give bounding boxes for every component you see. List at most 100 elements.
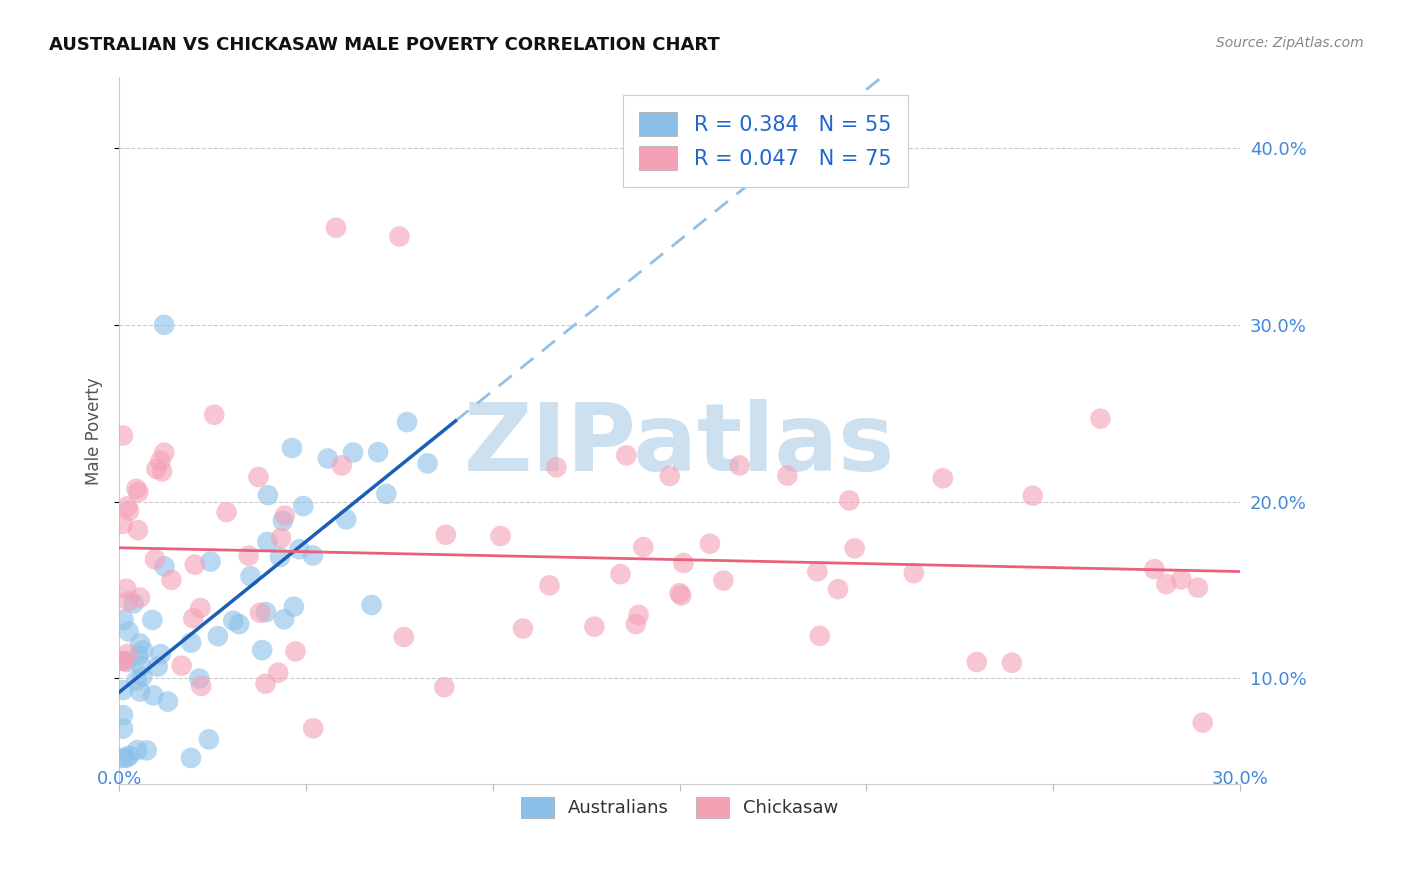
Point [170, 658, 193, 673]
Point [131, 670, 153, 684]
Point [1090, 411, 1112, 425]
Point [1143, 562, 1166, 576]
Point [111, 751, 134, 765]
Point [188, 672, 211, 686]
Point [250, 643, 273, 657]
Point [118, 504, 141, 518]
Point [115, 751, 138, 765]
Point [111, 428, 134, 442]
Point [146, 659, 169, 673]
Point [125, 673, 148, 688]
Point [254, 676, 277, 690]
Y-axis label: Male Poverty: Male Poverty [86, 377, 103, 484]
Point [180, 751, 202, 765]
Point [627, 607, 650, 622]
Point [215, 505, 238, 519]
Point [633, 540, 655, 554]
Point [1022, 489, 1045, 503]
Point [270, 531, 292, 545]
Point [538, 578, 561, 592]
Point [330, 458, 353, 473]
Point [360, 598, 382, 612]
Point [658, 469, 681, 483]
Point [302, 721, 325, 735]
Point [118, 748, 141, 763]
Point [184, 558, 207, 572]
Point [806, 565, 828, 579]
Point [367, 445, 389, 459]
Point [129, 591, 152, 605]
Point [699, 537, 721, 551]
Point [1187, 581, 1209, 595]
Point [267, 665, 290, 680]
Point [1191, 715, 1213, 730]
Point [207, 629, 229, 643]
Point [392, 630, 415, 644]
Legend: Australians, Chickasaw: Australians, Chickasaw [513, 789, 845, 825]
Point [668, 586, 690, 600]
Point [160, 573, 183, 587]
Point [1156, 577, 1178, 591]
Point [222, 614, 245, 628]
Point [808, 629, 831, 643]
Point [672, 556, 695, 570]
Point [256, 534, 278, 549]
Point [180, 635, 202, 649]
Point [1170, 573, 1192, 587]
Point [127, 523, 149, 537]
Point [122, 596, 145, 610]
Point [239, 569, 262, 583]
Point [269, 549, 291, 564]
Point [302, 549, 325, 563]
Point [271, 514, 294, 528]
Point [257, 488, 280, 502]
Text: Source: ZipAtlas.com: Source: ZipAtlas.com [1216, 36, 1364, 50]
Point [111, 654, 134, 668]
Point [198, 732, 221, 747]
Point [112, 613, 135, 627]
Point [416, 456, 439, 470]
Point [117, 647, 139, 661]
Point [149, 647, 172, 661]
Point [115, 655, 138, 669]
Point [153, 446, 176, 460]
Point [966, 655, 988, 669]
Point [335, 512, 357, 526]
Point [202, 408, 225, 422]
Point [583, 619, 606, 633]
Point [281, 441, 304, 455]
Point [614, 448, 637, 462]
Point [388, 229, 411, 244]
Point [117, 624, 139, 639]
Point [711, 574, 734, 588]
Point [127, 648, 149, 663]
Point [111, 654, 134, 668]
Point [512, 622, 534, 636]
Point [844, 541, 866, 556]
Point [228, 617, 250, 632]
Point [127, 485, 149, 500]
Point [375, 487, 398, 501]
Point [111, 708, 134, 723]
Point [153, 559, 176, 574]
Point [292, 499, 315, 513]
Point [142, 689, 165, 703]
Point [433, 680, 456, 694]
Point [283, 599, 305, 614]
Point [273, 612, 295, 626]
Point [316, 451, 339, 466]
Point [932, 471, 955, 485]
Point [111, 516, 134, 531]
Point [125, 482, 148, 496]
Point [143, 552, 166, 566]
Point [434, 527, 457, 541]
Point [342, 445, 364, 459]
Point [181, 611, 204, 625]
Point [288, 542, 311, 557]
Point [396, 415, 419, 429]
Point [132, 643, 155, 657]
Point [728, 458, 751, 473]
Point [188, 601, 211, 615]
Text: 0.0%: 0.0% [97, 771, 142, 789]
Point [111, 722, 134, 736]
